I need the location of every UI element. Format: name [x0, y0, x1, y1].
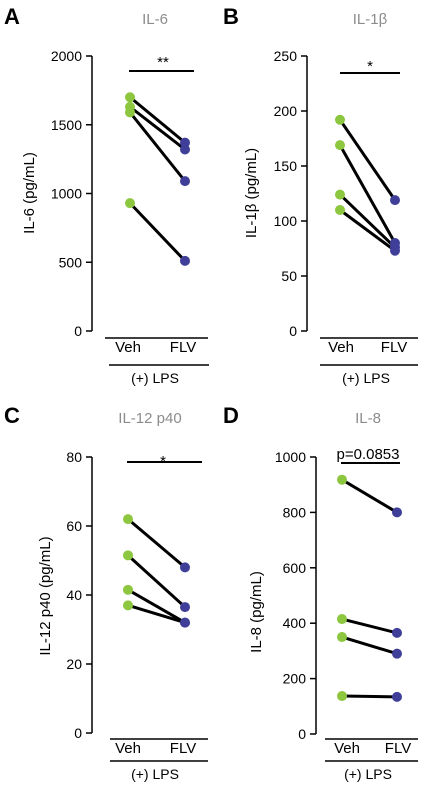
- flv-point: [180, 255, 190, 266]
- y-tick-label: 200: [283, 671, 307, 687]
- veh-point: [125, 107, 135, 118]
- veh-point: [123, 514, 133, 525]
- y-tick-label: 500: [59, 254, 83, 270]
- y-tick-label: 200: [274, 103, 298, 119]
- y-tick-label: 1000: [275, 449, 306, 465]
- y-tick-label: 0: [74, 725, 82, 741]
- significance-label: *: [367, 58, 373, 75]
- y-axis-label: IL-12 p40 (pg/mL): [37, 536, 54, 655]
- chart-title: IL-6: [142, 11, 168, 28]
- pair-line: [341, 478, 398, 514]
- pair-line: [127, 588, 186, 624]
- pair-line: [127, 517, 186, 569]
- veh-point: [337, 614, 347, 625]
- pair-line: [339, 208, 396, 252]
- y-tick-label: 150: [274, 158, 298, 174]
- y-tick-label: 1000: [51, 186, 82, 202]
- y-tick-label: 40: [66, 587, 82, 603]
- pair-line: [338, 118, 397, 201]
- y-axis-label: IL-6 (pg/mL): [21, 152, 38, 234]
- y-tick-label: 400: [283, 615, 307, 631]
- veh-point: [125, 198, 135, 209]
- veh-point: [337, 632, 347, 643]
- flv-point: [180, 176, 190, 187]
- flv-point: [180, 137, 190, 148]
- x-category-flv: FLV: [385, 740, 411, 757]
- veh-point: [125, 92, 135, 103]
- veh-point: [335, 189, 345, 200]
- flv-point: [392, 507, 402, 518]
- y-tick-label: 100: [274, 213, 298, 229]
- veh-point: [123, 600, 133, 611]
- panel-d: D IL-8 IL-8 (pg/mL) p=0.0853 Veh FLV (+)…: [223, 403, 418, 782]
- y-tick-label: 250: [274, 48, 298, 64]
- y-tick-label: 50: [281, 268, 297, 284]
- significance-label: p=0.0853: [337, 446, 400, 463]
- y-tick-label: 20: [66, 656, 82, 672]
- flv-point: [180, 602, 190, 613]
- y-tick-label: 0: [74, 323, 82, 339]
- panel-b: B IL-1β IL-1β (pg/mL) * Veh FLV (+) LPS …: [223, 4, 418, 386]
- pair-line: [341, 694, 398, 699]
- panel-letter: D: [223, 403, 239, 428]
- pair-line: [128, 202, 187, 262]
- flv-point: [392, 627, 402, 638]
- group-label: (+) LPS: [131, 766, 179, 782]
- x-category-flv: FLV: [170, 740, 196, 757]
- pair-line: [126, 554, 187, 609]
- veh-point: [123, 584, 133, 595]
- y-tick-label: 800: [283, 504, 307, 520]
- y-tick-label: 600: [283, 560, 307, 576]
- flv-point: [390, 245, 400, 256]
- veh-point: [335, 114, 345, 125]
- chart-title: IL-8: [355, 410, 381, 427]
- veh-point: [337, 691, 347, 702]
- pair-line: [341, 617, 398, 635]
- flv-point: [180, 617, 190, 628]
- chart-title: IL-12 p40: [118, 410, 181, 427]
- pair-line: [128, 111, 187, 183]
- x-category-flv: FLV: [381, 339, 407, 356]
- y-tick-label: 0: [298, 726, 306, 742]
- flv-point: [390, 195, 400, 206]
- panel-letter: B: [223, 4, 239, 29]
- flv-point: [392, 648, 402, 659]
- y-tick-label: 80: [66, 449, 82, 465]
- y-tick-label: 1500: [51, 117, 82, 133]
- x-category-veh: Veh: [328, 339, 354, 356]
- pair-line: [338, 144, 397, 244]
- x-category-veh: Veh: [334, 740, 360, 757]
- group-label: (+) LPS: [131, 370, 179, 386]
- flv-point: [392, 691, 402, 702]
- pair-line: [338, 193, 397, 249]
- pair-line: [341, 635, 398, 656]
- y-tick-label: 2000: [51, 48, 82, 64]
- y-tick-label: 0: [289, 323, 297, 339]
- pair-line: [129, 96, 186, 144]
- veh-point: [335, 140, 345, 151]
- pair-line: [127, 603, 186, 625]
- panel-c: C IL-12 p40 IL-12 p40 (pg/mL) * Veh FLV …: [4, 403, 208, 782]
- flv-point: [180, 144, 190, 155]
- group-label: (+) LPS: [344, 766, 392, 782]
- panel-letter: A: [4, 4, 20, 29]
- veh-point: [335, 205, 345, 215]
- x-category-veh: Veh: [115, 740, 141, 757]
- y-axis-label: IL-8 (pg/mL): [248, 571, 265, 653]
- significance-label: **: [157, 54, 169, 71]
- group-label: (+) LPS: [342, 370, 390, 386]
- flv-point: [180, 562, 190, 573]
- panel-letter: C: [4, 403, 20, 428]
- x-category-veh: Veh: [115, 339, 141, 356]
- y-axis-label: IL-1β (pg/mL): [243, 148, 260, 238]
- chart-title: IL-1β: [353, 11, 388, 28]
- y-tick-label: 60: [66, 518, 82, 534]
- panel-a: A IL-6 IL-6 (pg/mL) ** Veh FLV (+) LPS 0…: [4, 4, 209, 386]
- veh-point: [123, 550, 133, 561]
- veh-point: [337, 474, 347, 485]
- pair-line: [129, 105, 186, 151]
- x-category-flv: FLV: [170, 339, 196, 356]
